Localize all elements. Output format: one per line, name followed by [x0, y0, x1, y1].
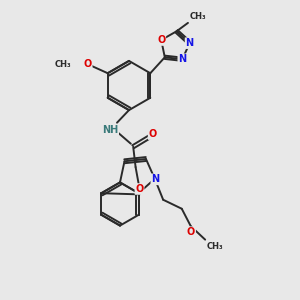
Text: CH₃: CH₃	[190, 12, 206, 21]
Text: O: O	[83, 59, 92, 70]
Text: N: N	[185, 38, 194, 48]
Text: N: N	[178, 54, 186, 64]
Text: N: N	[151, 174, 159, 184]
Text: NH: NH	[102, 125, 118, 135]
Text: CH₃: CH₃	[207, 242, 223, 251]
Text: O: O	[135, 184, 144, 194]
Text: CH₃: CH₃	[55, 60, 71, 69]
Text: O: O	[187, 227, 195, 237]
Text: O: O	[148, 129, 157, 139]
Text: O: O	[157, 35, 165, 45]
